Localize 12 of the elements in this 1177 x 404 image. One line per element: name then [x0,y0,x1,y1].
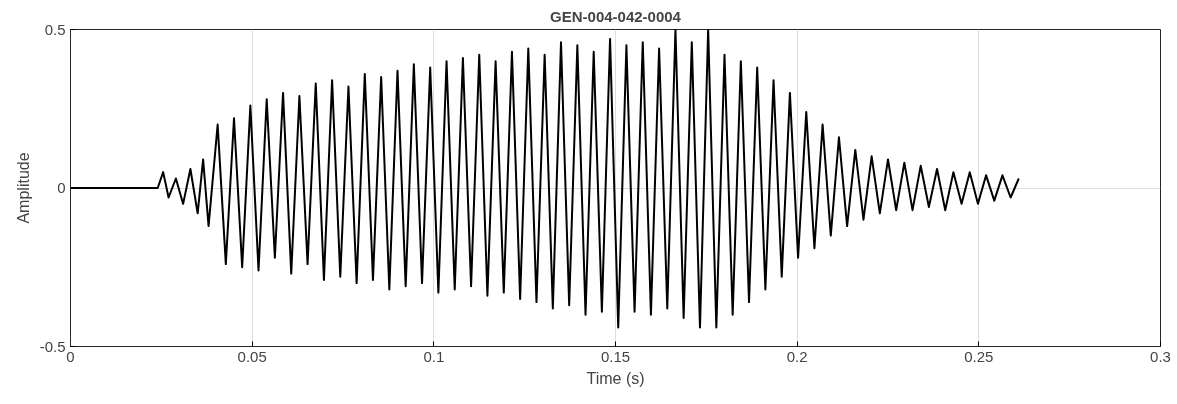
chart-title: GEN-004-042-0004 [550,7,682,25]
x-tick-label: 0.05 [237,347,267,365]
y-axis-title: Amplitude [14,152,32,224]
x-axis-title: Time (s) [586,369,645,387]
x-tick-label: 0.2 [786,347,808,365]
y-tick-label: 0.5 [44,20,66,38]
x-tick-label: 0.25 [964,347,994,365]
x-tick-label: 0.15 [600,347,631,365]
y-tick-label: -0.5 [39,337,66,355]
x-tick-label: 0.1 [423,347,445,365]
y-tick-label: 0 [57,179,66,196]
x-tick-label: 0.3 [1150,347,1171,365]
